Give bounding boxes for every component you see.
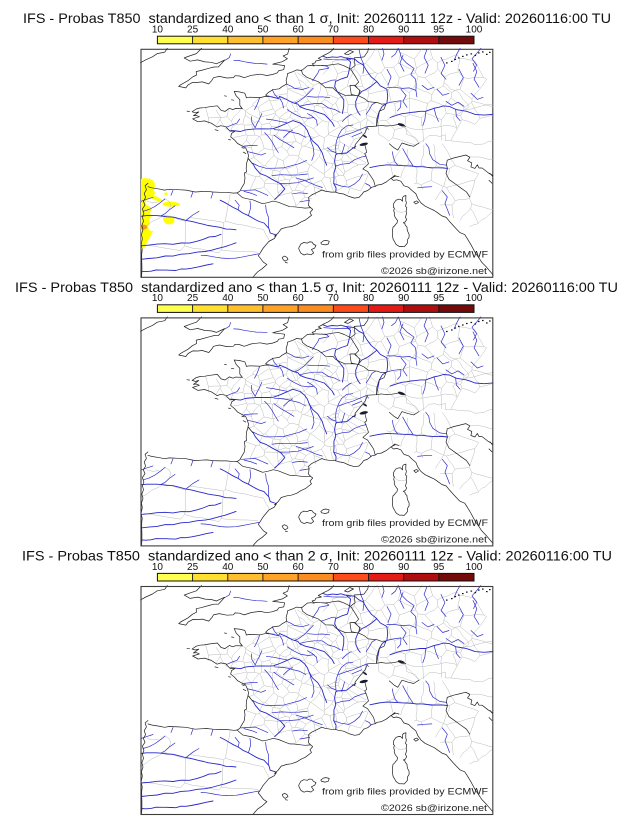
svg-text:50: 50 — [257, 25, 269, 36]
svg-text:90: 90 — [398, 293, 410, 304]
svg-text:100: 100 — [466, 562, 483, 573]
svg-text:40: 40 — [222, 562, 234, 573]
svg-text:60: 60 — [293, 562, 305, 573]
svg-text:70: 70 — [328, 25, 340, 36]
svg-text:70: 70 — [328, 562, 340, 573]
svg-text:25: 25 — [187, 562, 199, 573]
svg-text:95: 95 — [433, 562, 445, 573]
svg-text:25: 25 — [187, 25, 199, 36]
svg-text:IFS - Probas T850 standardize: IFS - Probas T850 standardized ano < tha… — [23, 10, 611, 26]
svg-text:90: 90 — [398, 25, 410, 36]
svg-text:90: 90 — [398, 562, 410, 573]
svg-text:60: 60 — [293, 25, 305, 36]
svg-text:100: 100 — [466, 25, 483, 36]
svg-text:10: 10 — [152, 293, 164, 304]
svg-text:50: 50 — [257, 293, 269, 304]
svg-text:95: 95 — [433, 293, 445, 304]
svg-text:25: 25 — [187, 293, 199, 304]
svg-text:10: 10 — [152, 25, 164, 36]
svg-text:95: 95 — [433, 25, 445, 36]
svg-text:100: 100 — [466, 293, 483, 304]
svg-text:from grib files provided by EC: from grib files provided by ECMWF — [322, 249, 488, 259]
svg-text:80: 80 — [363, 293, 375, 304]
svg-text:70: 70 — [328, 293, 340, 304]
svg-text:50: 50 — [257, 562, 269, 573]
svg-text:©2026 sb@irizone.net: ©2026 sb@irizone.net — [381, 266, 488, 276]
svg-text:80: 80 — [363, 25, 375, 36]
svg-text:60: 60 — [293, 293, 305, 304]
svg-text:40: 40 — [222, 25, 234, 36]
svg-text:IFS - Probas T850 standardize: IFS - Probas T850 standardized ano < tha… — [15, 279, 618, 295]
svg-text:40: 40 — [222, 293, 234, 304]
svg-text:IFS - Probas T850 standardize: IFS - Probas T850 standardized ano < tha… — [22, 547, 612, 563]
svg-text:80: 80 — [363, 562, 375, 573]
svg-text:10: 10 — [152, 562, 164, 573]
